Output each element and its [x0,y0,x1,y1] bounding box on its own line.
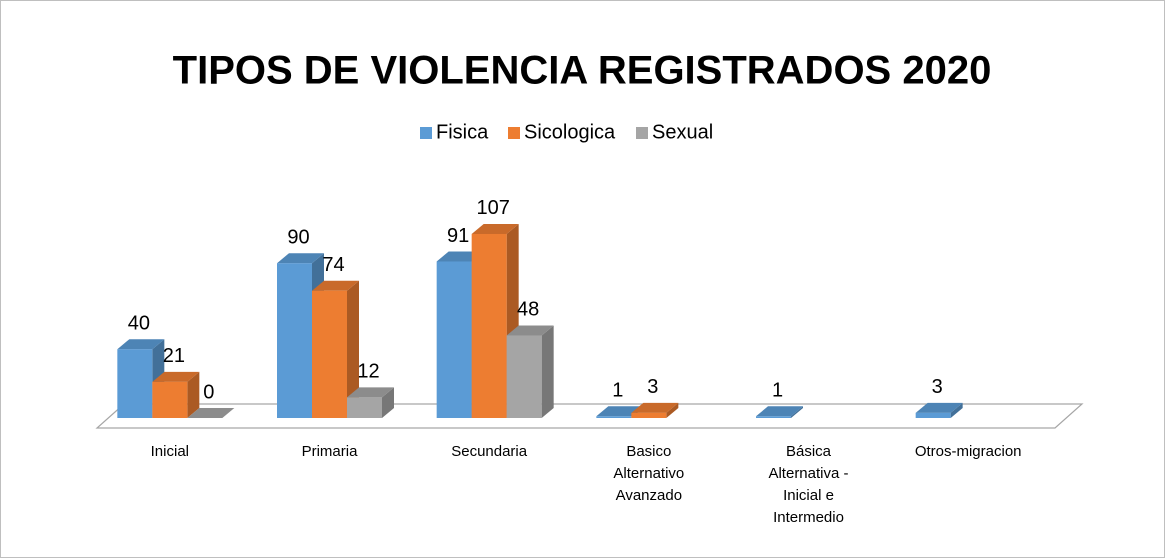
bar-side [950,402,963,418]
bar-top [117,339,165,350]
x-tick-label: Inicial [151,443,189,460]
bar [915,412,951,418]
x-tick-label: Basico Alternativo Avanzado [613,443,684,504]
x-tick-line: Inicial [151,443,189,460]
x-tick-line: Basico [626,443,671,460]
legend-label: Sicologica [524,121,616,143]
x-tick-line: Intermedio [773,509,844,526]
bar-side [187,371,200,418]
value-label: 107 [476,197,509,219]
x-tick-line: Primaria [302,443,358,460]
value-label: 3 [932,376,943,398]
value-label: 21 [163,345,185,367]
bar [152,381,188,418]
legend-swatch [508,127,520,139]
value-label: 1 [772,380,783,402]
x-tick-line: Alternativo [613,465,684,482]
bar-top [506,325,554,336]
bar [277,263,312,418]
chart-title: TIPOS DE VIOLENCIA REGISTRADOS 2020 [173,49,992,93]
bar [631,412,667,418]
bar-top [756,406,803,417]
value-label: 74 [322,254,344,276]
x-tick-label: Otros-migracion [915,443,1022,460]
bar-top [347,387,394,398]
bar-top [312,280,359,291]
bar [596,416,632,418]
x-tick-line: Otros-migracion [915,443,1022,460]
bar-top [277,253,324,264]
value-label: 3 [647,376,658,398]
x-tick-label: Secundaria [451,443,528,460]
x-tick-line: Inicial e [783,487,834,504]
bar [312,290,347,418]
x-tick-line: Avanzado [616,487,682,504]
x-tick-line: Secundaria [451,443,528,460]
legend-swatch [636,127,648,139]
bar-side [347,280,359,418]
bar-top [471,223,519,234]
legend-label: Sexual [652,121,713,143]
value-label: 40 [128,312,150,334]
legend-swatch [420,127,432,139]
x-tick-label: Primaria [302,443,358,460]
bar [436,261,472,418]
x-tick-line: Alternativa - [768,465,848,482]
value-label: 12 [357,361,379,383]
x-tick-label: Básica Alternativa - Inicial e Intermedio [768,443,848,526]
legend-label: Fisica [436,121,489,143]
bar [471,233,507,418]
value-label: 48 [517,299,539,321]
bar-side [791,406,803,418]
bar-side [541,325,554,418]
value-label: 0 [203,381,214,403]
bar-side [382,387,394,418]
bar-side [666,402,679,418]
value-label: 1 [612,380,623,402]
bar-top [152,371,200,382]
bar-top [631,402,679,413]
value-label: 90 [287,226,309,248]
bar [347,397,382,418]
bar [117,349,153,418]
bar-top [187,408,235,418]
bar [506,335,542,418]
bar-top [915,402,963,413]
x-tick-line: Básica [786,443,832,460]
bar [756,416,791,418]
value-label: 91 [447,225,469,247]
